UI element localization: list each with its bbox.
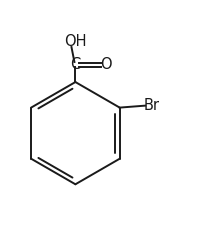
- Text: C: C: [70, 57, 81, 72]
- Text: O: O: [100, 57, 111, 72]
- Text: OH: OH: [64, 34, 87, 49]
- Text: Br: Br: [144, 98, 160, 113]
